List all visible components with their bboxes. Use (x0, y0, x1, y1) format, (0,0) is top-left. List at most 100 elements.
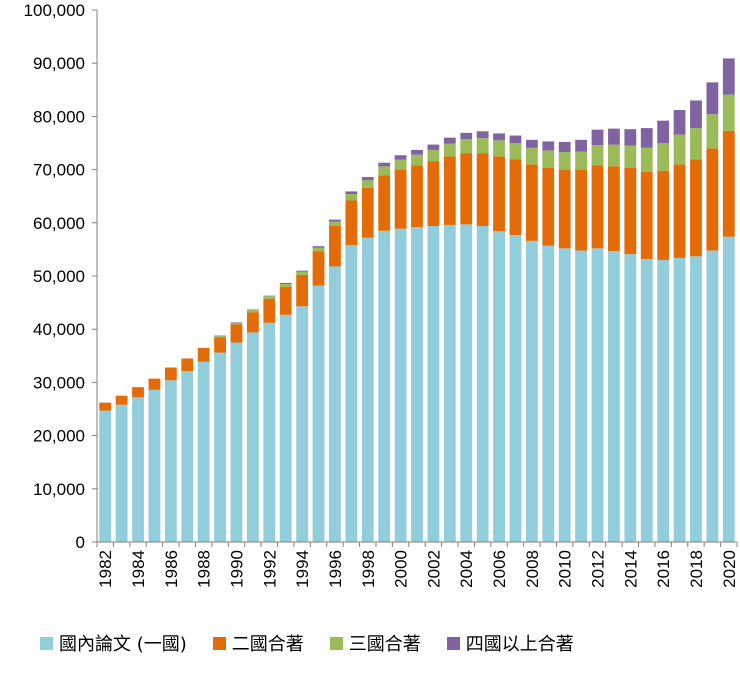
bar-segment-two (493, 156, 505, 232)
bar-segment-three (476, 138, 489, 154)
legend-label-four-plus-country: 四國以上合著 (465, 634, 574, 655)
bar-segment-two (279, 286, 292, 315)
bar-segment-two (690, 159, 702, 257)
bar-segment-three (558, 152, 571, 170)
bar-segment-domestic (361, 237, 374, 543)
bar-segment-three (443, 143, 456, 157)
bar-segment-three (493, 140, 505, 157)
bar-segment-three (345, 194, 358, 201)
bar-segment-two (296, 274, 309, 307)
legend-swatch-two-country (212, 636, 226, 650)
bar-segment-domestic (329, 266, 341, 542)
bar-segment-four (525, 139, 538, 148)
bar-segment-four (624, 129, 637, 146)
bar-segment-four (542, 141, 555, 151)
bar-segment-three (640, 147, 653, 172)
x-tick-label: 1992 (260, 550, 279, 588)
bar-segment-two (460, 153, 473, 225)
bar-segment-domestic (509, 235, 522, 542)
y-tick-label: 60,000 (33, 214, 85, 233)
legend-swatch-four-plus-country (446, 636, 460, 650)
bar-segment-domestic (558, 248, 571, 542)
bar-segment-four (329, 219, 341, 222)
bar-segment-four (443, 137, 456, 144)
bar-segment-two (443, 156, 456, 225)
bar-segment-three (657, 143, 670, 171)
bar-segment-three (329, 221, 341, 226)
bar-segment-two (706, 148, 719, 251)
bar-segment-two (214, 337, 226, 353)
bar-segment-two (345, 200, 358, 246)
bar-segment-three (722, 94, 735, 131)
bar-segment-domestic (624, 254, 637, 543)
bar-segment-two (525, 164, 538, 241)
bar-segment-domestic (230, 342, 243, 542)
bar-segment-three (214, 336, 226, 338)
x-tick-label: 1984 (129, 550, 148, 588)
bar-segment-four (361, 177, 374, 181)
bar-segment-three (690, 128, 702, 160)
bar-segment-domestic (673, 257, 686, 542)
bar-segment-domestic (296, 306, 309, 542)
bar-segment-three (575, 151, 588, 170)
stacked-bar-chart: 0 10,000 20,000 30,000 40,000 50,000 60,000 70,… (24, 1, 739, 588)
bar-segment-four (263, 295, 276, 297)
bar-segment-domestic (690, 256, 702, 542)
bar-segment-four (575, 139, 588, 152)
x-tick-label: 2008 (523, 550, 542, 588)
bar-segment-two (148, 378, 161, 390)
bar-segment-two (608, 166, 620, 251)
bar-segment-three (542, 150, 555, 169)
bar-segment-three (624, 145, 637, 169)
bar-segment-three (411, 154, 423, 166)
y-tick-label: 40,000 (33, 320, 85, 339)
bar-segment-four (640, 128, 653, 148)
y-tick-label: 70,000 (33, 161, 85, 180)
y-tick-label: 0 (76, 533, 85, 552)
bar-segment-domestic (476, 225, 489, 542)
bar-segment-three (525, 147, 538, 165)
bar-segment-domestic (214, 352, 226, 542)
bar-segment-two (230, 324, 243, 343)
bar-segment-two (509, 159, 522, 236)
bar-segment-two (411, 165, 423, 228)
legend-item-three-country: 三國合著 (329, 630, 421, 656)
bar-segment-domestic (657, 260, 670, 542)
bar-segment-two (312, 251, 325, 286)
x-tick-label: 1988 (195, 550, 214, 588)
bar-segment-domestic (246, 332, 259, 542)
bar-segment-domestic (608, 250, 620, 542)
bar-segment-domestic (411, 227, 423, 542)
x-tick-label: 2000 (392, 550, 411, 588)
bar-segment-two (164, 367, 177, 381)
bar-segment-two (722, 130, 735, 237)
bar-segment-domestic (722, 236, 735, 542)
x-tick-label: 1994 (293, 550, 312, 588)
bar-segment-four (378, 162, 391, 167)
bar-segment-three (673, 134, 686, 165)
x-tick-label: 2020 (720, 550, 739, 588)
bar-segment-domestic (181, 371, 194, 542)
bar-segment-domestic (427, 225, 440, 542)
bar-segment-three (230, 322, 243, 325)
bar-segment-three (312, 247, 325, 252)
bar-segment-four (673, 110, 686, 135)
bar-segment-four (214, 335, 226, 337)
bar-segment-three (378, 166, 391, 176)
bar-segment-domestic (493, 231, 505, 542)
bar-segment-four (722, 58, 735, 95)
bar-segment-domestic (148, 389, 161, 542)
bar-segment-three (279, 283, 292, 287)
bar-segment-two (476, 153, 489, 226)
bar-segment-domestic (443, 224, 456, 543)
bar-segment-domestic (591, 248, 604, 542)
bar-segment-two (591, 165, 604, 249)
bar-segment-two (378, 175, 391, 231)
bar-segment-two (542, 168, 555, 246)
bar-segment-two (197, 347, 210, 362)
bar-segment-three (706, 114, 719, 149)
bar-segment-four (493, 133, 505, 141)
bar-segment-four (296, 270, 309, 272)
bar-segment-two (132, 387, 144, 398)
bar-segment-four (345, 191, 358, 195)
